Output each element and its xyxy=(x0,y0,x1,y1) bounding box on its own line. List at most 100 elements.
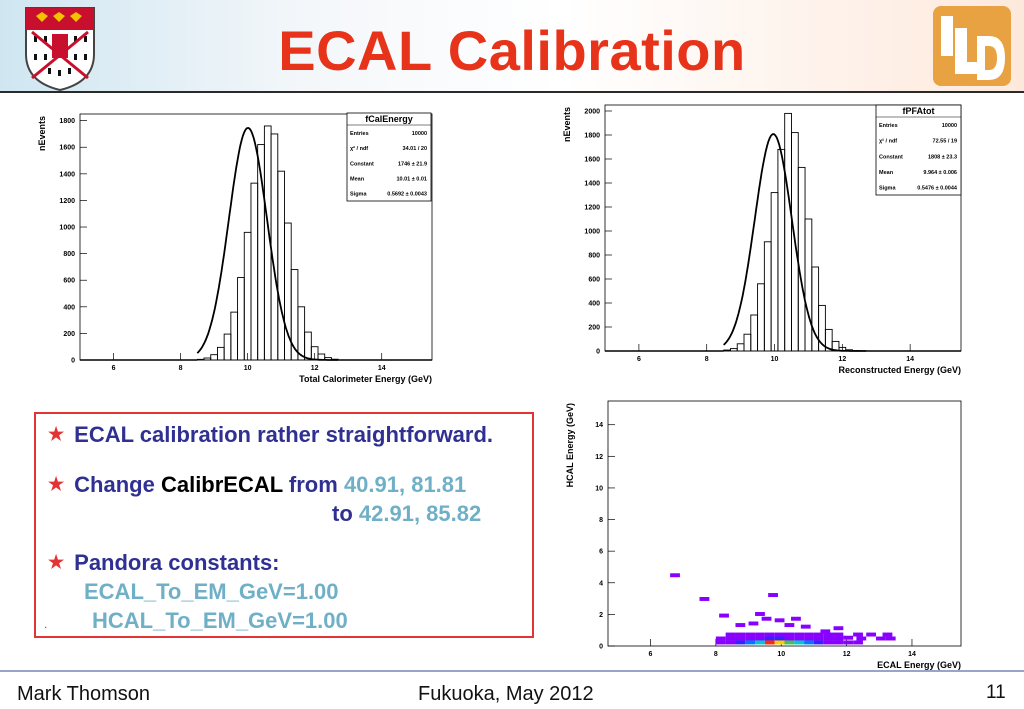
y-tick-label: 0 xyxy=(599,644,603,651)
y-tick-label: 1200 xyxy=(584,205,600,212)
y-axis-label: HCAL Energy (GeV) xyxy=(565,403,575,487)
stats-key: Sigma xyxy=(350,192,367,198)
stats-box xyxy=(875,104,962,196)
stats-value: 0.5692 ± 0.0043 xyxy=(387,192,427,198)
x-tick-label: 10 xyxy=(777,651,785,658)
y-tick-label: 1000 xyxy=(584,229,600,236)
star-icon: ★ xyxy=(48,552,65,572)
y-tick-label: 600 xyxy=(63,278,75,285)
heatmap-cell xyxy=(755,636,765,641)
heatmap-cell xyxy=(784,623,795,628)
stats-value: 34.01 / 20 xyxy=(403,146,427,152)
heatmap-cell xyxy=(755,632,765,637)
heatmap-cell xyxy=(715,640,726,645)
heatmap-cell xyxy=(719,613,729,618)
reconstructed-energy-histogram: 6 8 10 12 14 0 200 400 600 800 1000 1200 1400 1600 180… xyxy=(562,104,962,375)
page-number: 11 xyxy=(986,682,1006,703)
y-tick-label: 1800 xyxy=(584,133,600,140)
header-divider xyxy=(0,91,1024,93)
y-tick-label: 12 xyxy=(595,454,603,461)
star-icon: ★ xyxy=(48,474,65,494)
heatmap-cell xyxy=(774,640,785,645)
heatmap-cell xyxy=(725,632,736,637)
stats-key: Mean xyxy=(350,176,365,182)
bullet-3: ★ Pandora constants: xyxy=(48,550,280,576)
stats-key: Entries xyxy=(350,131,369,137)
footer-event: Fukuoka, May 2012 xyxy=(418,683,594,705)
y-tick-label: 10 xyxy=(595,485,603,492)
heatmap-cell xyxy=(813,636,824,641)
heatmap-cell xyxy=(882,632,893,637)
heatmap-cell xyxy=(794,640,805,645)
y-tick-label: 2000 xyxy=(584,109,600,116)
y-tick-label: 600 xyxy=(588,277,600,284)
y-tick-label: 1600 xyxy=(59,145,75,152)
y-tick-label: 400 xyxy=(588,301,600,308)
y-tick-label: 14 xyxy=(595,422,603,429)
heatmap-cell xyxy=(791,616,801,621)
calorimeter-energy-histogram: 6 8 10 12 14 0 200 400 600 800 1000 1200 1400 1600 180… xyxy=(37,112,433,384)
bullet-2: ★ Change CalibrECAL from 40.91, 81.81 xyxy=(48,472,466,498)
hcal-to-em-constant: HCAL_To_EM_GeV=1.00 xyxy=(92,608,348,633)
x-tick-label: 6 xyxy=(637,356,641,363)
y-tick-label: 200 xyxy=(588,325,600,332)
heatmap-cell xyxy=(823,632,834,637)
heatmap-cell xyxy=(745,632,756,637)
bullet-1: ★ ECAL calibration rather straightforward… xyxy=(48,422,493,448)
stats-title: fPFAtot xyxy=(903,106,935,116)
heatmap-cell xyxy=(813,632,824,637)
calibrecal-old-values: 40.91, 81.81 xyxy=(343,472,467,497)
ild-logo xyxy=(933,6,1011,86)
stats-value: 10000 xyxy=(412,131,427,137)
heatmap-cell xyxy=(699,597,710,601)
calibration-notes-box xyxy=(34,412,534,638)
stats-key: Entries xyxy=(879,123,898,129)
slide-header xyxy=(0,0,1024,92)
y-tick-label: 2 xyxy=(599,612,603,619)
heatmap-cell xyxy=(715,636,726,641)
stats-box xyxy=(346,112,432,202)
stats-key: χ² / ndf xyxy=(879,138,897,145)
histogram-bar xyxy=(196,358,205,361)
heatmap-cell xyxy=(820,629,831,634)
stats-value: 72.55 / 19 xyxy=(933,139,957,145)
y-tick-label: 1800 xyxy=(59,118,75,125)
heatmap-cell xyxy=(774,618,785,623)
stats-value: 9.964 ± 0.006 xyxy=(923,170,957,176)
heatmap-cell xyxy=(804,632,814,637)
y-tick-label: 0 xyxy=(71,358,75,365)
footer-author: Mark Thomson xyxy=(17,683,151,705)
heatmap-cell xyxy=(784,636,795,641)
heatmap-cell xyxy=(804,640,814,645)
heatmap-cell xyxy=(800,624,811,629)
x-tick-label: 12 xyxy=(311,365,319,372)
heatmap-cell xyxy=(774,632,785,637)
heatmap-cell xyxy=(745,636,756,641)
heatmap-cell xyxy=(755,612,765,616)
y-tick-label: 1400 xyxy=(584,181,600,188)
heatmap-cell xyxy=(833,640,844,645)
bullet-1-text: ECAL calibration rather straightforward. xyxy=(74,422,494,447)
y-axis-label: nEvents xyxy=(562,107,572,142)
heatmap-cell xyxy=(735,623,746,628)
heatmap-cell xyxy=(748,621,759,626)
heatmap-cell xyxy=(833,626,844,631)
heatmap-cell xyxy=(843,635,854,640)
heatmap-cell xyxy=(853,632,863,637)
y-axis-label: nEvents xyxy=(37,116,47,151)
heatmap-cell xyxy=(885,636,896,641)
heatmap-cell xyxy=(774,636,785,641)
cambridge-shield-logo xyxy=(25,7,95,92)
heatmap-cell xyxy=(670,573,680,578)
x-axis-label: Reconstructed Energy (GeV) xyxy=(838,365,961,375)
stats-title: fCalEnergy xyxy=(365,114,413,124)
heatmap-cell xyxy=(813,640,824,645)
heatmap-cell xyxy=(876,636,886,641)
bullet-2-from: from xyxy=(288,472,338,497)
bullet-2-to: to xyxy=(332,501,353,526)
y-tick-label: 0 xyxy=(596,349,600,356)
heatmap-cell xyxy=(768,593,778,597)
heatmap-cell xyxy=(823,636,834,641)
bullet-3-text: Pandora constants: xyxy=(74,550,280,575)
gaussian-fit-curve xyxy=(196,126,339,361)
